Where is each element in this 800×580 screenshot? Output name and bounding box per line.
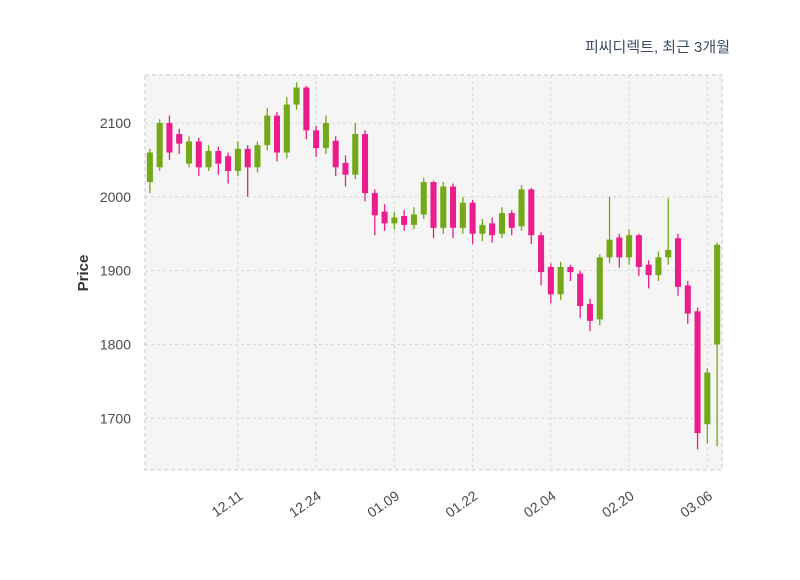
candle-body-up [205,151,212,168]
x-tick-label: 02.20 [599,487,637,520]
y-tick-label: 2000 [100,189,131,205]
candle-body-up [626,235,633,258]
candle-body-up [322,122,329,149]
candle-body-up [704,372,711,425]
candle-body-up [655,257,662,276]
y-axis-label: Price [75,255,92,292]
candle-body-up [264,115,271,146]
candle-body-down [684,285,691,314]
candle-body-down [635,235,642,267]
candle-body-up [665,249,672,258]
candle-body-up [156,122,163,168]
plot-border [144,74,723,471]
chart-title: 피씨디렉트, 최근 3개월 [585,39,730,56]
candle-body-down [469,202,476,234]
candle-body-up [254,145,261,168]
candle-body-down [586,303,594,321]
candle-body-down [342,162,349,175]
y-axis-tick-labels: 1700 1800 1900 2000 2100 [100,115,131,426]
candle-body-down [430,182,437,228]
plot-background [145,75,722,470]
candle-body-down [371,193,378,216]
candle-body-down [674,238,682,287]
candle-body-down [195,141,202,168]
candle-body-down [450,186,457,228]
candle-body-down [303,87,310,131]
candle-body-down [538,235,545,273]
x-tick-label: 03.06 [677,487,715,520]
candle-body-down [244,148,251,168]
candle-body-down [225,156,232,171]
candle-body-down [313,130,320,149]
y-tick-label: 1800 [100,336,131,352]
candle-body-up [714,244,721,345]
candle-body-down [694,311,701,434]
candle-body-up [498,213,505,234]
candle-body-up [596,257,603,320]
y-tick-label: 2100 [100,115,131,131]
x-tick-label: 01.09 [364,487,402,520]
y-tick-label: 1700 [100,410,131,426]
candle-body-down [645,264,652,276]
candle-body-down [215,151,222,164]
x-tick-label: 02.04 [521,487,559,520]
candle-body-down [273,115,281,153]
candle-body-down [547,266,554,295]
candle-body-down [401,216,408,225]
candle-body-down [489,223,496,236]
candle-body-down [332,140,339,168]
candle-body-up [606,239,613,258]
y-tick-label: 1900 [100,263,131,279]
gridlines [145,75,722,470]
candle-body-up [283,104,290,153]
candle-body-up [557,266,564,295]
candle-body-up [518,189,525,227]
candle-body-down [362,134,369,194]
candle-body-up [479,224,486,234]
candle-body-up [440,186,447,228]
candle-body-down [166,122,173,153]
x-tick-label: 12.11 [209,487,246,520]
candle-body-down [616,237,623,258]
candle-body-up [185,141,193,164]
x-axis-tick-labels: 12.11 12.24 01.09 01.22 02.04 02.20 03.06 [209,487,716,520]
candle-body-down [381,211,388,224]
candle-body-down [577,273,584,307]
candle-body-up [234,148,241,171]
candle-body-down [528,189,535,236]
candle-body-up [352,134,359,175]
candle-body-up [410,214,417,225]
x-tick-label: 12.24 [286,487,324,520]
candle-body-up [420,182,427,215]
candle-body-up [293,87,300,105]
candle-body-up [391,217,398,224]
candles-series [146,82,721,450]
candle-body-up [459,202,466,228]
candle-body-up [146,152,153,183]
candle-body-down [567,266,574,273]
x-tick-label: 01.22 [442,487,480,520]
candle-body-down [176,134,183,144]
candle-body-down [508,213,515,228]
